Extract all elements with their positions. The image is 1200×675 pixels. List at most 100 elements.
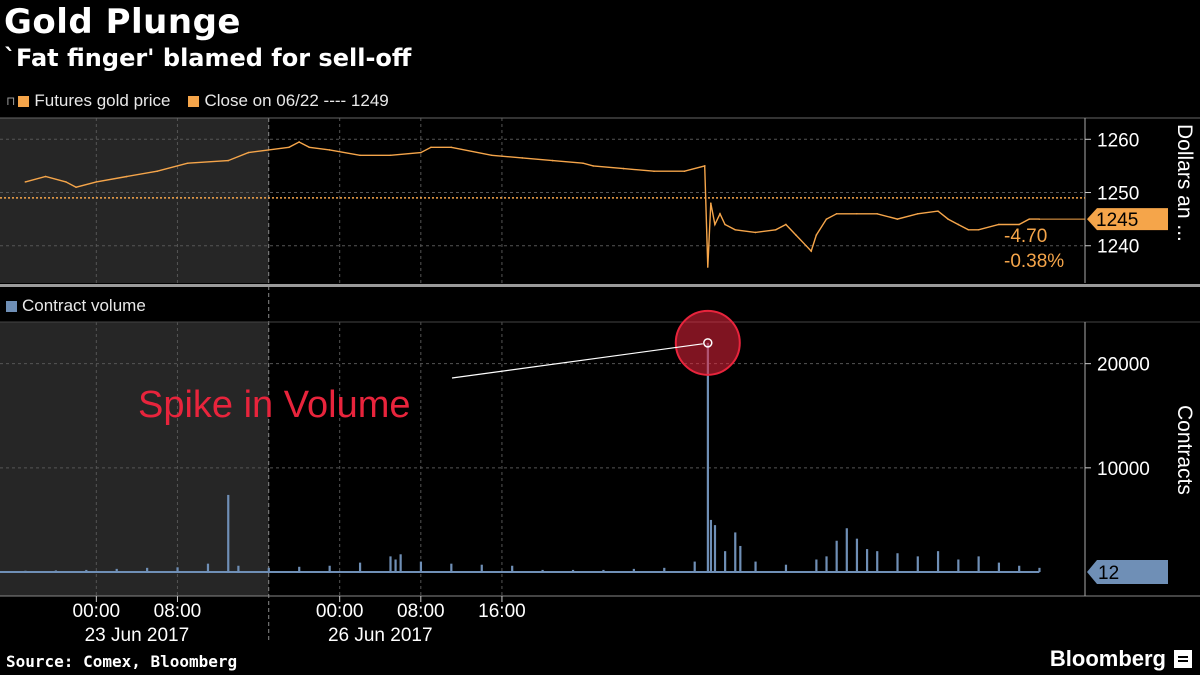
volume-bar <box>855 538 859 572</box>
x-tick-label: 00:00 <box>316 601 364 622</box>
price-point <box>734 228 736 231</box>
volume-bar <box>706 342 709 572</box>
volume-legend-label: Contract volume <box>22 296 146 315</box>
date-label: 23 Jun 2017 <box>85 625 190 646</box>
price-point <box>328 149 331 151</box>
price-point <box>247 151 250 154</box>
spike-highlight-circle <box>674 309 741 376</box>
volume-bar <box>845 528 848 572</box>
volume-bar <box>541 569 544 572</box>
volume-bar <box>206 563 210 572</box>
volume-bar <box>936 551 940 572</box>
volume-legend: Contract volume <box>6 296 146 316</box>
price-point <box>267 149 270 151</box>
price-point <box>795 234 797 236</box>
price-axis-title: Dollars an ... <box>1173 124 1196 242</box>
source-note: Source: Comex, Bloomberg <box>6 652 238 671</box>
price-legend: ⊓ Futures gold price Close on 06/22 ----… <box>6 91 389 111</box>
brand: Bloomberg <box>1050 646 1192 672</box>
volume-bar <box>358 562 362 572</box>
volume-bar <box>957 559 960 572</box>
x-tick-label: 08:00 <box>397 601 445 622</box>
price-point <box>227 159 229 162</box>
price-point <box>521 157 524 159</box>
price-legend-marker-icon: ⊓ <box>6 94 16 108</box>
price-point <box>156 170 158 173</box>
price-point <box>75 186 77 188</box>
price-point <box>825 218 828 220</box>
price-point <box>876 213 878 215</box>
price-point <box>815 234 818 236</box>
price-point <box>967 228 970 231</box>
price-point <box>653 170 655 173</box>
price-session-shade <box>0 118 269 283</box>
volume-bar <box>709 519 713 572</box>
price-point <box>916 213 919 215</box>
volume-bar <box>267 567 270 572</box>
spike-marker <box>703 338 713 348</box>
x-tick-label: 00:00 <box>73 601 121 622</box>
price-point <box>710 202 712 204</box>
price-point <box>724 223 726 226</box>
price-point <box>785 223 787 226</box>
price-point <box>288 146 290 149</box>
volume-bar <box>115 568 118 572</box>
price-swatch <box>18 95 30 107</box>
price-point <box>592 165 595 167</box>
price-point <box>1028 218 1031 220</box>
price-change: -4.70 <box>1004 226 1047 247</box>
volume-bar <box>602 569 605 572</box>
price-point <box>947 218 949 220</box>
volume-bar <box>571 569 575 572</box>
volume-bar <box>977 556 980 572</box>
date-label: 26 Jun 2017 <box>328 625 433 646</box>
volume-bar <box>450 563 453 572</box>
volume-bar <box>734 532 737 572</box>
volume-bar <box>389 556 392 572</box>
price-point <box>308 146 311 149</box>
price-point <box>805 244 807 247</box>
price-legend-label: Futures gold price <box>34 91 171 110</box>
price-point <box>24 181 27 183</box>
price-point <box>774 228 777 231</box>
volume-bar <box>394 559 397 572</box>
volume-session-shade <box>0 322 269 596</box>
last-volume-tag <box>1087 560 1168 584</box>
volume-bar <box>298 566 301 572</box>
volume-bar <box>85 569 88 572</box>
price-point <box>95 181 98 183</box>
price-point <box>706 266 709 268</box>
volume-bar <box>997 562 1001 572</box>
price-point <box>359 154 361 157</box>
price-point <box>957 223 960 226</box>
price-tick-label: 1250 <box>1097 184 1139 205</box>
price-point <box>719 213 721 215</box>
volume-tick-label: 20000 <box>1097 355 1150 376</box>
volume-bar <box>227 494 230 572</box>
volume-bar <box>663 567 666 572</box>
panel-divider <box>0 284 1200 287</box>
price-point <box>582 162 584 165</box>
volume-bar <box>176 567 179 572</box>
price-point <box>977 228 980 231</box>
volume-bar <box>419 561 423 572</box>
price-point <box>835 213 838 215</box>
volume-tick-label: 10000 <box>1097 459 1150 480</box>
x-tick-label: 16:00 <box>478 601 526 622</box>
price-tick-label: 1260 <box>1097 130 1139 151</box>
price-point <box>490 154 493 157</box>
price-point <box>703 165 706 167</box>
spike-callout-line <box>451 343 703 379</box>
last-price-value: 1245 <box>1096 210 1138 231</box>
volume-bar <box>693 561 696 572</box>
price-point <box>389 154 392 157</box>
x-tick-label: 08:00 <box>154 601 202 622</box>
price-point <box>551 159 554 162</box>
price-point <box>186 162 189 165</box>
volume-bar <box>632 568 635 572</box>
price-point <box>810 250 813 252</box>
price-change-pct: -0.38% <box>1004 251 1064 272</box>
volume-bar <box>237 565 240 572</box>
price-point <box>998 223 1000 226</box>
